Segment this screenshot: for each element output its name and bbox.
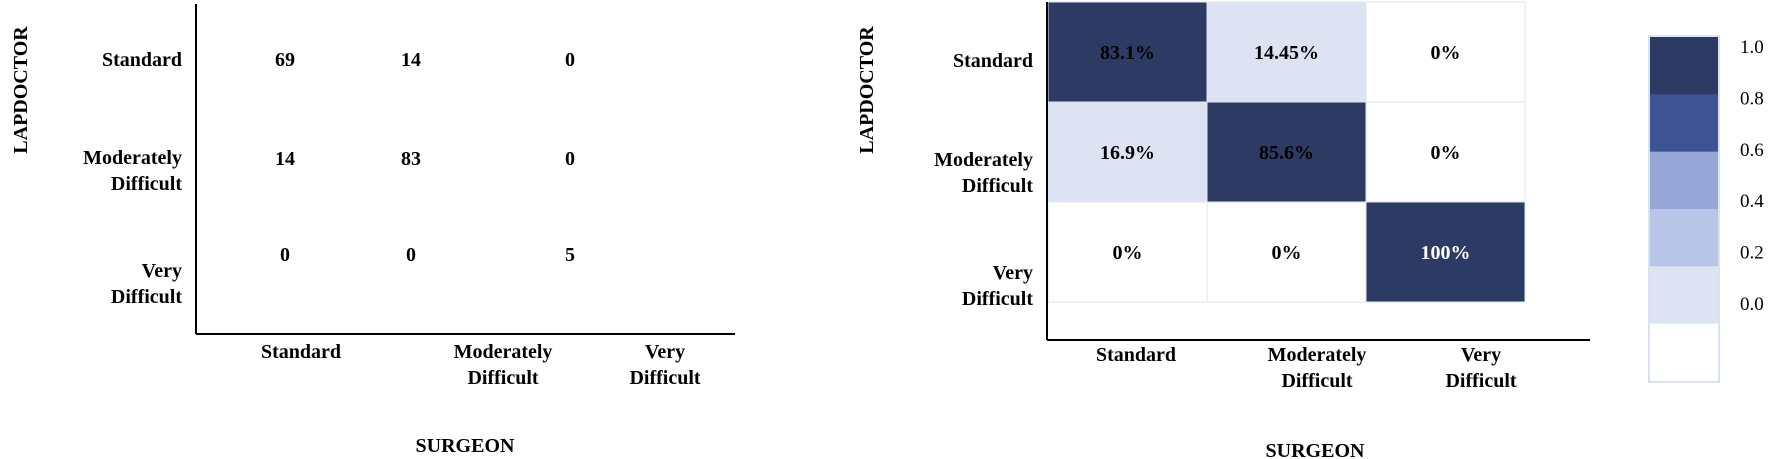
- count-table-row-label-moderately-difficult: Moderately Difficult: [83, 147, 182, 195]
- heatmap-cell: [1047, 101, 1208, 203]
- colorbar-frame: [1648, 35, 1720, 383]
- count-cell-value: 83: [401, 148, 421, 170]
- colorbar-block: [1650, 94, 1718, 153]
- heatmap-cell-label: 14.45%: [1254, 42, 1319, 64]
- colorbar-block: [1650, 151, 1718, 210]
- heatmap-row-label-very-difficult: Very Difficult: [962, 262, 1033, 310]
- heatmap-cells: [1047, 1, 1526, 303]
- count-table-cells: 69 14 0 14 83 0 0 0 5: [275, 49, 575, 266]
- count-cell-value: 14: [401, 49, 421, 71]
- heatmap-cell-label: 16.9%: [1100, 142, 1155, 164]
- count-table-col-label-standard: Standard: [261, 341, 341, 363]
- colorbar-block: [1650, 209, 1718, 267]
- colorbar-tick-label: 1.0: [1740, 37, 1764, 58]
- count-cell-value: 5: [565, 244, 575, 266]
- count-table-row-label-standard: Standard: [102, 49, 182, 71]
- colorbar-ticks: 1.0 0.8 0.6 0.4 0.2 0.0: [1740, 37, 1764, 315]
- heatmap-col-label-standard: Standard: [1096, 344, 1176, 366]
- heatmap-cell: [1365, 201, 1526, 303]
- heatmap-col-label-moderately-difficult: Moderately Difficult: [1268, 344, 1367, 392]
- colorbar-blocks: [1650, 37, 1718, 382]
- heatmap-cell-label: 83.1%: [1100, 42, 1155, 64]
- colorbar-tick-label: 0.4: [1740, 191, 1764, 212]
- colorbar-tick-label: 0.8: [1740, 88, 1764, 109]
- heatmap-cell-label: 85.6%: [1259, 142, 1314, 164]
- heatmap-cell-label: 0%: [1431, 42, 1461, 64]
- heatmap-cell: [1365, 1, 1526, 103]
- heatmap-row-label-moderately-difficult: Moderately Difficult: [934, 149, 1033, 197]
- heatmap-row-label-standard: Standard: [953, 50, 1033, 72]
- colorbar-tick-label: 0.2: [1740, 243, 1764, 264]
- count-cell-value: 0: [565, 49, 575, 71]
- colorbar-tick-label: 0.0: [1740, 294, 1764, 315]
- heatmap-col-label-very-difficult: Very Difficult: [1445, 344, 1516, 392]
- heatmap-cell-label: 100%: [1421, 242, 1471, 264]
- heatmap-y-axis-title: LAPDOCTOR: [856, 26, 878, 154]
- heatmap-cell-labels: 83.1% 14.45% 0% 16.9% 85.6% 0% 0% 0% 100%: [1100, 42, 1471, 264]
- heatmap-panel: 83.1% 14.45% 0% 16.9% 85.6% 0% 0% 0% 100% LAPDOC…: [856, 1, 1590, 459]
- count-cell-value: 0: [565, 148, 575, 170]
- heatmap-x-axis-title: SURGEON: [1266, 440, 1365, 459]
- colorbar: 1.0 0.8 0.6 0.4 0.2 0.0: [1648, 35, 1764, 383]
- count-cell-value: 69: [275, 49, 295, 71]
- colorbar-block: [1650, 37, 1718, 95]
- count-cell-value: 0: [406, 244, 416, 266]
- colorbar-block: [1650, 323, 1718, 382]
- colorbar-tick-label: 0.6: [1740, 140, 1764, 161]
- count-table-row-label-very-difficult: Very Difficult: [111, 260, 182, 308]
- heatmap-cell-label: 0%: [1431, 142, 1461, 164]
- heatmap-cell: [1206, 201, 1367, 303]
- heatmap-cell-label: 0%: [1113, 242, 1143, 264]
- heatmap-cell-label: 0%: [1272, 242, 1302, 264]
- count-table-x-axis-title: SURGEON: [416, 435, 515, 457]
- count-table-y-axis-title: LAPDOCTOR: [10, 26, 32, 154]
- count-table-col-label-moderately-difficult: Moderately Difficult: [454, 341, 553, 389]
- colorbar-block: [1650, 266, 1718, 325]
- count-table-col-label-very-difficult: Very Difficult: [629, 341, 700, 389]
- heatmap-cell: [1365, 101, 1526, 203]
- count-cell-value: 14: [275, 148, 295, 170]
- count-cell-value: 0: [280, 244, 290, 266]
- heatmap-cell: [1206, 1, 1367, 103]
- count-table-panel: LAPDOCTOR SURGEON Standard Moderately Dif…: [10, 4, 735, 457]
- heatmap-cell: [1047, 201, 1208, 303]
